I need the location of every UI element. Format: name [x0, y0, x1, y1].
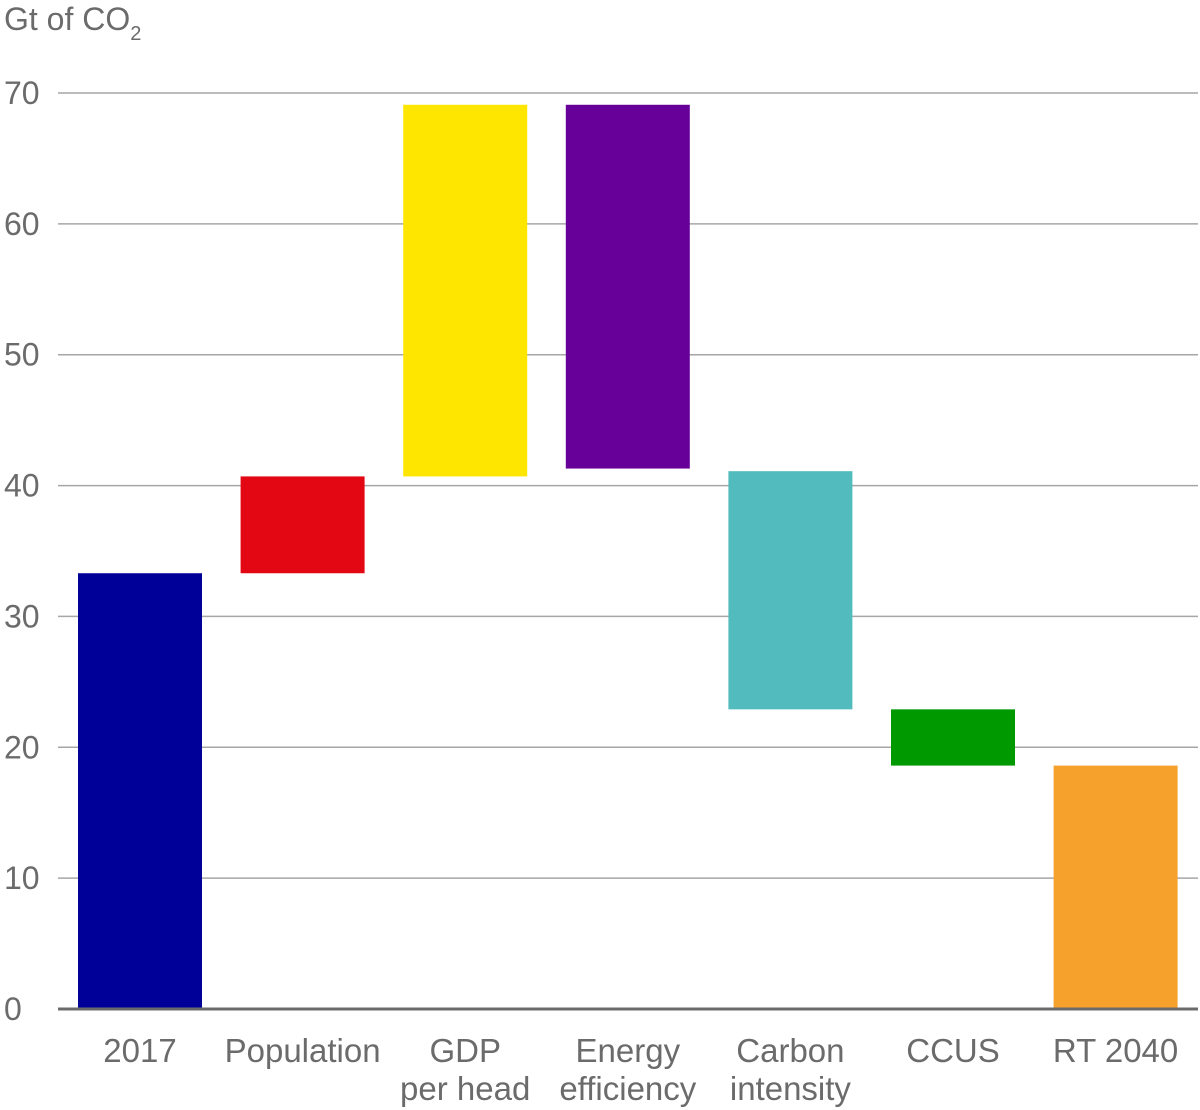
bar-carbon-intensity	[728, 471, 853, 710]
x-category-label: per head	[400, 1070, 530, 1107]
bar-ccus	[891, 709, 1015, 766]
x-category-label: RT 2040	[1053, 1032, 1178, 1069]
y-axis-ticks: 0 10 20 30 40 50 60 70	[4, 75, 40, 1027]
y-tick-label: 10	[4, 860, 40, 896]
bar-rt-2040	[1053, 765, 1178, 1009]
x-category-label: Energy	[576, 1032, 681, 1069]
y-axis-label-main: Gt of CO	[4, 1, 130, 37]
bars	[78, 104, 1178, 1009]
x-category-label: CCUS	[906, 1032, 1000, 1069]
x-category-label: Carbon	[736, 1032, 844, 1069]
y-tick-label: 60	[4, 206, 40, 242]
y-tick-label: 30	[4, 598, 40, 634]
x-category-label: efficiency	[559, 1070, 696, 1107]
y-tick-label: 20	[4, 729, 40, 765]
x-category-label: Population	[225, 1032, 381, 1069]
y-tick-label: 0	[4, 991, 22, 1027]
y-axis-label: Gt of CO2	[4, 1, 141, 45]
y-tick-label: 70	[4, 75, 40, 111]
bar-energy-efficiency	[565, 104, 690, 469]
y-tick-label: 40	[4, 468, 40, 504]
bar-2017	[78, 573, 202, 1009]
y-tick-label: 50	[4, 337, 40, 373]
bar-gdp-per-head	[403, 104, 528, 477]
x-category-label: intensity	[730, 1070, 852, 1107]
x-category-label: 2017	[103, 1032, 176, 1069]
x-category-label: GDP	[429, 1032, 501, 1069]
bar-population	[240, 476, 365, 574]
y-axis-label-subscript: 2	[130, 23, 141, 45]
